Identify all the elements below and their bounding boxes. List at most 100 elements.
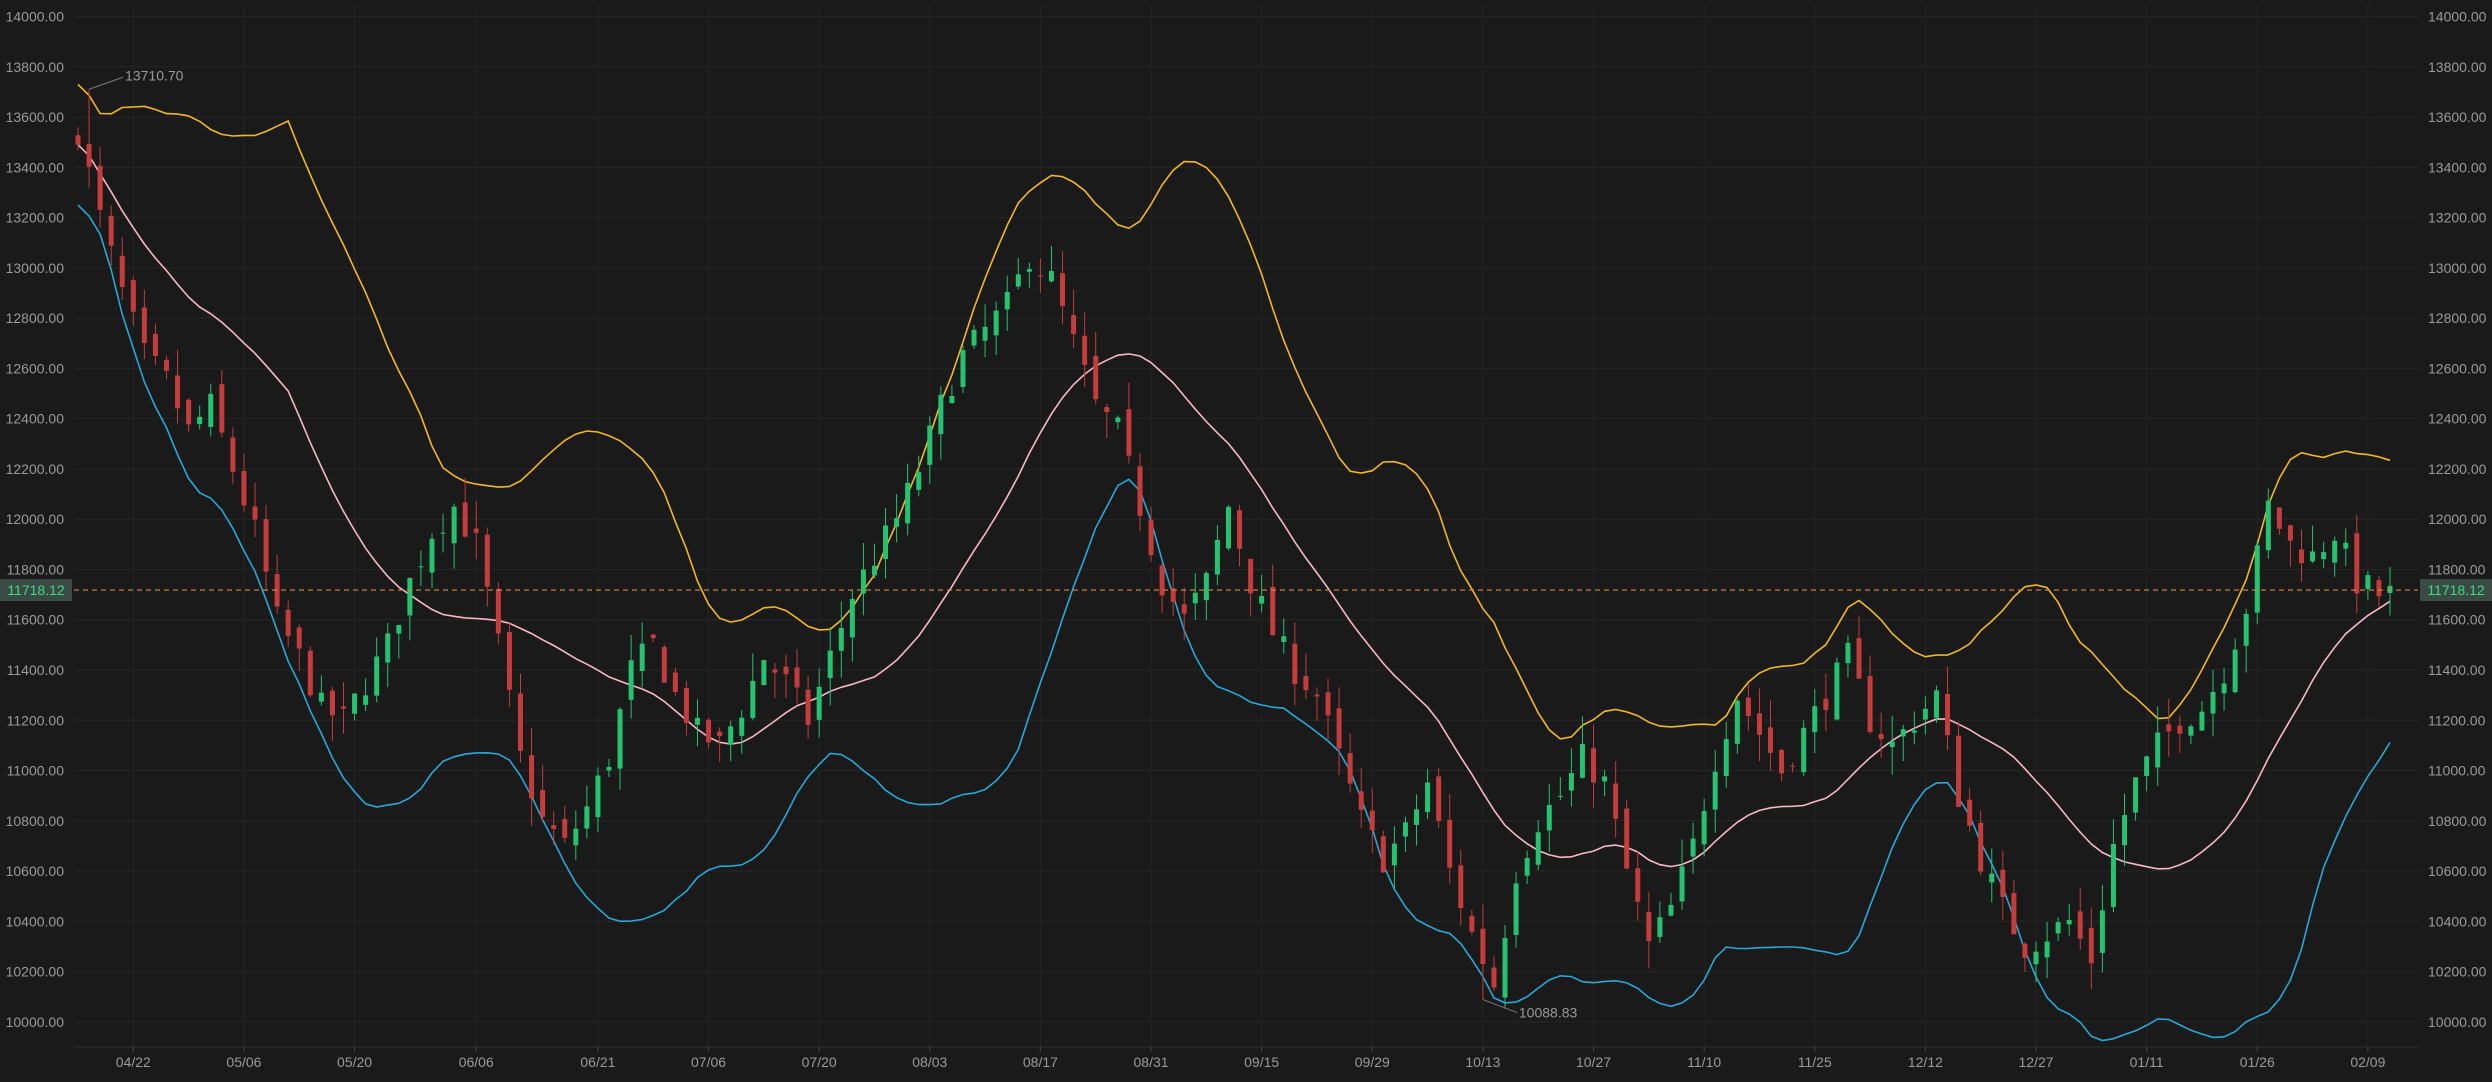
candle-body xyxy=(2265,500,2271,551)
candle xyxy=(1093,332,1099,405)
candle-body xyxy=(783,666,789,675)
candle-body xyxy=(860,569,866,594)
candle xyxy=(1314,687,1320,721)
candle-body xyxy=(75,135,81,145)
candle xyxy=(2155,706,2161,786)
candle xyxy=(1856,616,1862,680)
candle xyxy=(2343,528,2349,567)
candle xyxy=(1480,904,1486,1000)
candle xyxy=(639,622,645,688)
candle xyxy=(2110,819,2116,913)
candle xyxy=(2376,576,2382,608)
candle xyxy=(595,767,601,833)
candle-body xyxy=(1071,315,1077,335)
x-tick-label: 10/13 xyxy=(1465,1054,1500,1070)
candle xyxy=(219,369,225,438)
candle xyxy=(1292,622,1298,705)
candle-body xyxy=(1159,565,1165,596)
candle xyxy=(1004,275,1010,331)
candle xyxy=(1447,793,1453,884)
candle xyxy=(1546,784,1552,853)
candle xyxy=(1214,524,1220,586)
candle-body xyxy=(2276,507,2282,529)
candle-body xyxy=(2232,649,2238,693)
candles xyxy=(75,89,2393,1009)
y-tick-label-left: 12000.00 xyxy=(6,511,65,527)
candle-body xyxy=(1646,911,1652,941)
candle-body xyxy=(683,688,689,723)
candle-body xyxy=(285,609,291,636)
candle-body xyxy=(1137,466,1143,516)
candle xyxy=(462,477,468,538)
candle xyxy=(2099,884,2105,973)
candle xyxy=(2077,887,2083,950)
candle xyxy=(628,635,634,719)
candle xyxy=(2210,669,2216,737)
candle-body xyxy=(650,634,656,639)
annotations: 13710.70 10088.83 xyxy=(88,67,1578,1021)
candle-body xyxy=(1447,819,1453,868)
candle xyxy=(739,710,745,754)
candle xyxy=(2232,638,2238,694)
candle xyxy=(1458,849,1464,926)
candle xyxy=(108,205,114,266)
candle xyxy=(606,758,612,778)
candle-body xyxy=(152,333,158,356)
candle-body xyxy=(1425,782,1431,813)
candle-body xyxy=(1015,274,1021,287)
candle-body xyxy=(1801,727,1807,773)
candle xyxy=(1557,776,1563,801)
candle xyxy=(971,324,977,349)
candle xyxy=(296,624,302,672)
candle-body xyxy=(175,375,181,409)
candle-body xyxy=(2221,683,2227,694)
candle-body xyxy=(584,806,590,829)
candle-body xyxy=(2387,585,2393,594)
candle-body xyxy=(2144,756,2150,776)
candle xyxy=(1734,698,1740,755)
candle-body xyxy=(1148,519,1154,556)
candle xyxy=(894,494,900,543)
candle-body xyxy=(2022,943,2028,958)
candle xyxy=(1414,794,1420,846)
grid-lines xyxy=(74,4,2418,1048)
candle xyxy=(1303,653,1309,699)
price-tag-left xyxy=(0,579,72,602)
y-tick-label-right: 12600.00 xyxy=(2428,360,2487,376)
candle xyxy=(1867,655,1873,735)
candle xyxy=(1624,800,1630,870)
candle-body xyxy=(1657,917,1663,937)
candle xyxy=(1126,382,1132,464)
candle-body xyxy=(1911,730,1917,733)
candle xyxy=(672,667,678,696)
y-tick-label-left: 11000.00 xyxy=(7,763,65,779)
candle xyxy=(385,623,391,688)
candle-body xyxy=(462,502,468,537)
candle xyxy=(960,345,966,393)
candle xyxy=(1192,573,1198,620)
candle-body xyxy=(1889,741,1895,748)
candle-body xyxy=(197,416,203,425)
candle xyxy=(2365,571,2371,600)
x-tick-label: 07/20 xyxy=(802,1054,837,1070)
candle xyxy=(2144,755,2150,792)
candle-body xyxy=(794,667,800,688)
candle-body xyxy=(1690,838,1696,857)
y-tick-label-right: 13000.00 xyxy=(2428,260,2487,276)
candle xyxy=(1026,262,1032,288)
candle-body xyxy=(407,577,413,616)
candle-body xyxy=(916,472,922,490)
candle-body xyxy=(2011,893,2017,935)
candle-body xyxy=(1048,271,1054,282)
candle xyxy=(794,649,800,704)
candle xyxy=(1922,696,1928,735)
candle-body xyxy=(2299,549,2305,564)
y-tick-label-left: 11800.00 xyxy=(7,561,65,577)
candle xyxy=(1668,892,1674,917)
band-middle-line xyxy=(77,144,2391,870)
y-tick-label-left: 13200.00 xyxy=(6,210,65,226)
candle xyxy=(1679,839,1685,910)
candle xyxy=(1646,892,1652,969)
candle-body xyxy=(296,627,302,649)
